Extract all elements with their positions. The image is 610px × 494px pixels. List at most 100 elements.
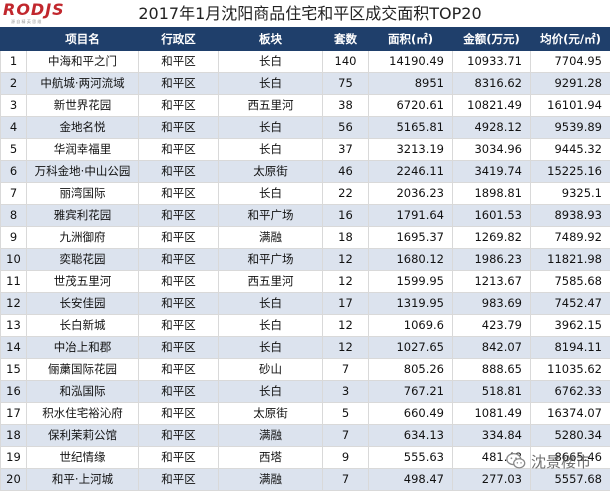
table-row: 2 中航城·两河流域 和平区 长白 75 8951 8316.62 9291.28	[0, 72, 610, 95]
price-cell: 16374.07	[530, 402, 610, 425]
table-row: 5 华润幸福里 和平区 长白 37 3213.19 3034.96 9445.32	[0, 138, 610, 161]
block-cell: 长白	[218, 182, 323, 205]
block-cell: 长白	[218, 72, 323, 95]
table-row: 4 金地名悦 和平区 长白 56 5165.81 4928.12 9539.89	[0, 116, 610, 139]
watermark: 沈景楼市	[505, 448, 609, 474]
amount-cell: 3034.96	[452, 138, 531, 161]
logo-subtext: 源 自 精 英 思 维	[11, 19, 42, 24]
amount-cell: 983.69	[452, 292, 531, 315]
rank-cell: 17	[0, 402, 27, 425]
area-cell: 1027.65	[368, 336, 453, 359]
column-header: 面积(㎡)	[368, 27, 453, 51]
table-row: 16 和泓国际 和平区 长白 3 767.21 518.81 6762.33	[0, 380, 610, 403]
project-name-cell: 世茂五里河	[26, 270, 139, 293]
units-cell: 7	[322, 424, 369, 447]
price-cell: 7489.92	[530, 226, 610, 249]
project-name-cell: 万科金地·中山公园	[26, 160, 139, 183]
project-name-cell: 世纪情缘	[26, 446, 139, 469]
block-cell: 砂山	[218, 358, 323, 381]
amount-cell: 1986.23	[452, 248, 531, 271]
amount-cell: 888.65	[452, 358, 531, 381]
units-cell: 17	[322, 292, 369, 315]
project-name-cell: 俪䔥国际花园	[26, 358, 139, 381]
table-row: 13 长白新城 和平区 长白 12 1069.6 423.79 3962.15	[0, 314, 610, 337]
units-cell: 3	[322, 380, 369, 403]
units-cell: 16	[322, 204, 369, 227]
district-cell: 和平区	[138, 446, 219, 469]
amount-cell: 4928.12	[452, 116, 531, 139]
district-cell: 和平区	[138, 160, 219, 183]
district-cell: 和平区	[138, 226, 219, 249]
block-cell: 长白	[218, 138, 323, 161]
table-row: 14 中冶上和郡 和平区 长白 12 1027.65 842.07 8194.11	[0, 336, 610, 359]
project-name-cell: 丽湾国际	[26, 182, 139, 205]
district-cell: 和平区	[138, 72, 219, 95]
price-cell: 6762.33	[530, 380, 610, 403]
units-cell: 12	[322, 336, 369, 359]
price-cell: 5557.68	[530, 468, 610, 491]
units-cell: 7	[322, 468, 369, 491]
area-cell: 2036.23	[368, 182, 453, 205]
units-cell: 9	[322, 446, 369, 469]
wechat-icon	[506, 453, 526, 469]
area-cell: 6720.61	[368, 94, 453, 117]
table-row: 11 世茂五里河 和平区 西五里河 12 1599.95 1213.67 7585.68	[0, 270, 610, 293]
block-cell: 西五里河	[218, 94, 323, 117]
area-cell: 8951	[368, 72, 453, 95]
project-name-cell: 中航城·两河流域	[26, 72, 139, 95]
column-header: 套数	[322, 27, 369, 51]
block-cell: 满融	[218, 424, 323, 447]
rank-cell: 20	[0, 468, 27, 491]
district-cell: 和平区	[138, 270, 219, 293]
price-cell: 8194.11	[530, 336, 610, 359]
amount-cell: 8316.62	[452, 72, 531, 95]
rank-cell: 16	[0, 380, 27, 403]
block-cell: 西塔	[218, 446, 323, 469]
units-cell: 7	[322, 358, 369, 381]
district-cell: 和平区	[138, 182, 219, 205]
table-row: 20 和平·上河城 和平区 满融 7 498.47 277.03 5557.68	[0, 468, 610, 491]
rank-cell: 11	[0, 270, 27, 293]
area-cell: 660.49	[368, 402, 453, 425]
district-cell: 和平区	[138, 50, 219, 73]
rank-cell: 7	[0, 182, 27, 205]
column-header: 项目名	[26, 27, 139, 51]
district-cell: 和平区	[138, 94, 219, 117]
project-name-cell: 金地名悦	[26, 116, 139, 139]
block-cell: 长白	[218, 116, 323, 139]
area-cell: 498.47	[368, 468, 453, 491]
area-cell: 634.13	[368, 424, 453, 447]
project-name-cell: 和泓国际	[26, 380, 139, 403]
units-cell: 12	[322, 248, 369, 271]
district-cell: 和平区	[138, 292, 219, 315]
price-cell: 3962.15	[530, 314, 610, 337]
rank-cell: 19	[0, 446, 27, 469]
table-row: 9 九洲御府 和平区 满融 18 1695.37 1269.82 7489.92	[0, 226, 610, 249]
rank-cell: 1	[0, 50, 27, 73]
units-cell: 12	[322, 270, 369, 293]
area-cell: 1680.12	[368, 248, 453, 271]
project-name-cell: 中海和平之门	[26, 50, 139, 73]
rank-cell: 9	[0, 226, 27, 249]
project-name-cell: 九洲御府	[26, 226, 139, 249]
table-row: 15 俪䔥国际花园 和平区 砂山 7 805.26 888.65 11035.62	[0, 358, 610, 381]
project-name-cell: 新世界花园	[26, 94, 139, 117]
rank-cell: 18	[0, 424, 27, 447]
price-cell: 9445.32	[530, 138, 610, 161]
rank-cell: 14	[0, 336, 27, 359]
area-cell: 3213.19	[368, 138, 453, 161]
block-cell: 西五里河	[218, 270, 323, 293]
amount-cell: 10933.71	[452, 50, 531, 73]
units-cell: 12	[322, 314, 369, 337]
amount-cell: 1269.82	[452, 226, 531, 249]
price-cell: 8938.93	[530, 204, 610, 227]
page-title: 2017年1月沈阳商品住宅和平区成交面积TOP20	[138, 4, 482, 23]
rank-cell: 15	[0, 358, 27, 381]
block-cell: 和平广场	[218, 248, 323, 271]
project-name-cell: 中冶上和郡	[26, 336, 139, 359]
area-cell: 805.26	[368, 358, 453, 381]
district-cell: 和平区	[138, 248, 219, 271]
column-header: 金额(万元)	[452, 27, 531, 51]
rank-cell: 13	[0, 314, 27, 337]
project-name-cell: 保利茉莉公馆	[26, 424, 139, 447]
